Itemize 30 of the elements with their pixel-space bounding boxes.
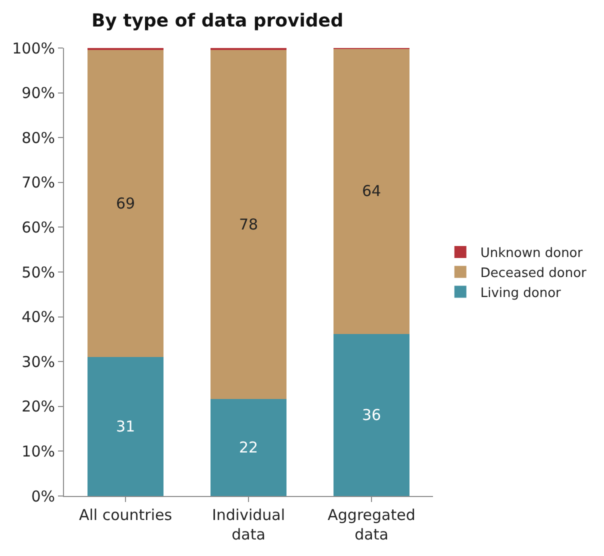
y-tick-label: 40% [22,308,55,326]
y-tick-label: 50% [22,263,55,282]
legend-label: Unknown donor [480,246,584,262]
y-tick-label: 60% [22,218,55,236]
y-tick-label: 30% [22,352,55,371]
bar [333,48,410,334]
bar [210,399,287,496]
x-tick-label: Aggregated data [328,506,416,544]
y-tick-label: 100% [12,39,55,58]
legend-label: Deceased donor [480,266,588,281]
y-tick-label: 0% [31,487,55,506]
chart-title: By type of data provided [91,10,344,32]
bar [210,50,287,400]
y-tick-label: 80% [22,128,55,147]
x-tick-label: Individual data [212,506,286,544]
data-label: 64 [362,182,382,200]
legend-label: Living donor [480,286,562,301]
bar [333,334,410,496]
y-tick-label: 70% [22,174,55,192]
data-label: 78 [238,216,258,234]
bar [87,50,164,358]
data-label: 69 [116,194,136,212]
data-label: 22 [238,438,258,457]
y-tick-label: 90% [22,84,55,102]
x-tick-label: All countries [78,506,172,524]
y-tick-label: 20% [22,398,55,416]
y-tick-label: 10% [22,442,55,460]
data-label: 31 [116,418,136,436]
data-label: 36 [362,406,382,424]
bar [87,357,164,496]
